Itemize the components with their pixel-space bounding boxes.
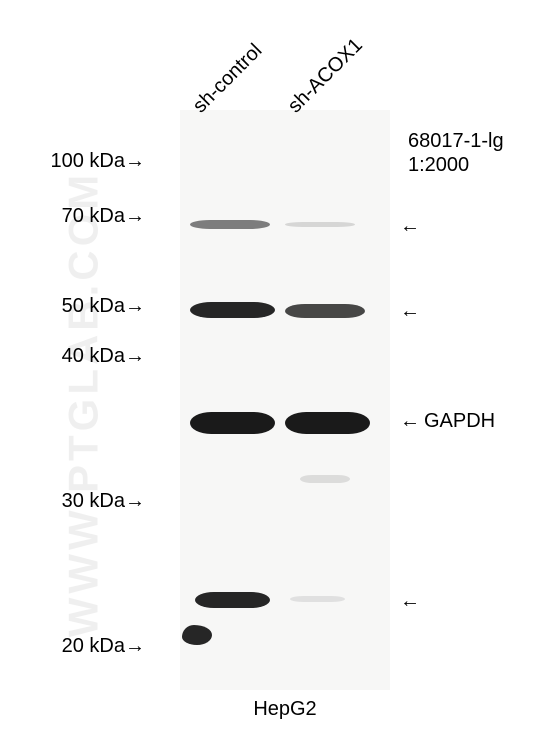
band-3 [285, 304, 365, 318]
band-arrow-0: ← [400, 215, 420, 238]
band-0 [190, 220, 270, 229]
band-arrow-2: ←GAPDH [400, 410, 491, 433]
lane-label-0: sh-control [189, 40, 267, 118]
antibody-id: 68017-1-lg [408, 130, 504, 153]
mw-label-0: 100 kDa→ [45, 150, 145, 173]
band-4 [190, 412, 275, 434]
band-9 [182, 625, 212, 645]
band-arrow-3: ← [400, 590, 420, 613]
sample-label: HepG2 [180, 698, 390, 721]
blot-container: { "blot": { "background_color": "#f5f5f3… [0, 0, 540, 750]
band-arrow-1: ← [400, 300, 420, 323]
band-8 [290, 596, 345, 602]
antibody-dilution: 1:2000 [408, 154, 469, 177]
band-2 [190, 302, 275, 318]
mw-label-2: 50 kDa→ [45, 295, 145, 318]
band-7 [195, 592, 270, 608]
band-6 [300, 475, 350, 483]
mw-label-4: 30 kDa→ [45, 490, 145, 513]
mw-label-5: 20 kDa→ [45, 635, 145, 658]
mw-label-1: 70 kDa→ [45, 205, 145, 228]
watermark-text: WWW.PTGLAB.COM [59, 171, 107, 638]
mw-label-3: 40 kDa→ [45, 345, 145, 368]
band-1 [285, 222, 355, 227]
lane-label-1: sh-ACOX1 [284, 34, 368, 118]
band-5 [285, 412, 370, 434]
